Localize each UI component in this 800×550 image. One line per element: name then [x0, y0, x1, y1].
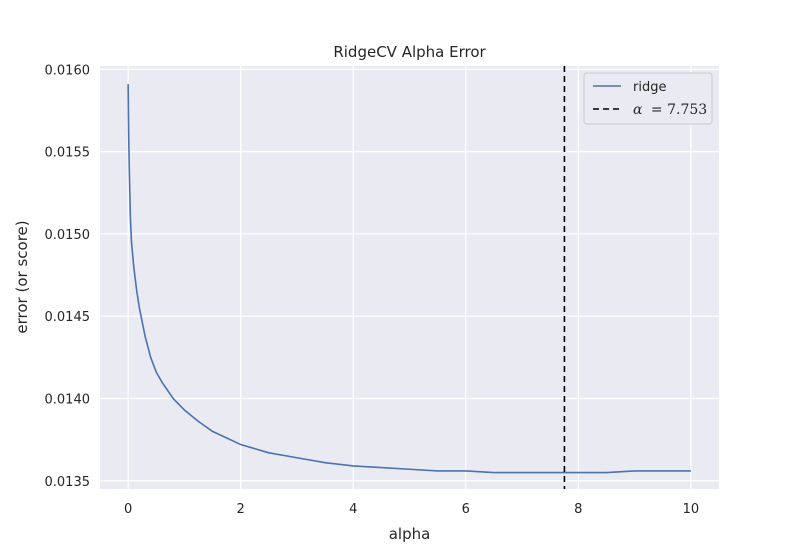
legend-alpha-value: = 7.753	[651, 102, 707, 118]
y-tick-label: 0.0140	[45, 392, 91, 407]
legend-label-ridge: ridge	[633, 80, 666, 95]
x-tick-label: 10	[683, 502, 700, 517]
x-tick-label: 6	[462, 502, 470, 517]
legend: ridge α = 7.753	[583, 72, 713, 125]
y-axis-ticks: 0.0135 0.0140 0.0145 0.0150 0.0155 0.0160	[45, 63, 91, 489]
y-tick-label: 0.0150	[45, 228, 91, 243]
x-tick-label: 2	[237, 502, 245, 517]
y-tick-label: 0.0155	[45, 146, 91, 161]
x-tick-label: 8	[574, 502, 582, 517]
legend-label-alpha: α = 7.753	[633, 102, 707, 118]
chart-title: RidgeCV Alpha Error	[333, 43, 486, 61]
x-axis-ticks: 0 2 4 6 8 10	[124, 502, 699, 517]
plot-background	[100, 66, 719, 489]
series-line-ridge	[127, 84, 691, 474]
x-axis-label: alpha	[389, 525, 431, 543]
y-axis-label: error (or score)	[13, 220, 31, 333]
x-tick-label: 0	[124, 502, 132, 517]
y-tick-label: 0.0135	[45, 475, 91, 490]
y-tick-label: 0.0160	[45, 63, 91, 78]
x-tick-label: 4	[349, 502, 357, 517]
y-tick-label: 0.0145	[45, 310, 91, 325]
grid	[100, 66, 719, 489]
legend-alpha-symbol: α	[633, 102, 643, 118]
